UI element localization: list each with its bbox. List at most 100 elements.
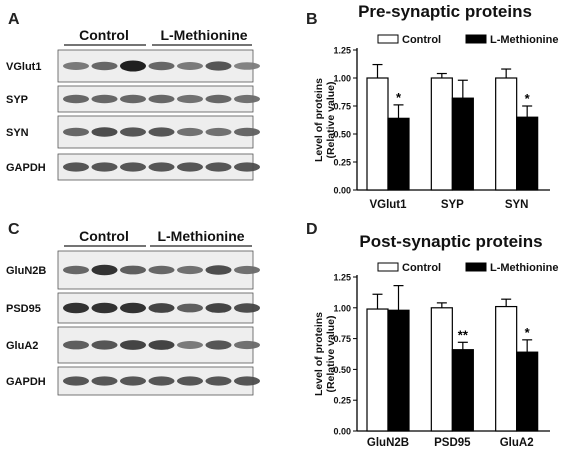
blot-band (205, 61, 232, 71)
group-label: Control (79, 27, 129, 43)
blot-band (91, 302, 118, 314)
blot-band (148, 94, 175, 104)
blot-band (63, 376, 89, 386)
significance-marker: * (525, 325, 531, 340)
blot-band (63, 94, 89, 104)
y-tick-label: 1.25 (333, 46, 351, 56)
legend-label: L-Methionine (490, 34, 558, 46)
blot-band (91, 61, 118, 71)
blot-band (91, 127, 118, 137)
blot-band (148, 376, 175, 386)
blot-band (234, 265, 260, 275)
y-tick-label: 0.75 (333, 334, 351, 344)
blot-band (177, 303, 203, 313)
significance-marker: ** (458, 327, 469, 342)
blot-panel-a: A Control L-Methionine VGlut1 SYP SYN GAPDH (6, 11, 260, 181)
y-tick-label: 1.00 (333, 74, 351, 84)
significance-marker: * (525, 91, 531, 106)
bar (387, 309, 410, 432)
blot-band (63, 302, 89, 314)
blot-band (120, 60, 146, 72)
blot-band (120, 265, 146, 275)
blot-band (120, 162, 146, 172)
y-tick-label: 0.75 (333, 102, 351, 112)
bar-chart-b: B Pre-synaptic proteins Level of proteins(… (306, 2, 558, 211)
blot-band (148, 265, 175, 275)
y-tick-label: 0.50 (333, 130, 351, 140)
protein-label: PSD95 (6, 303, 41, 315)
blot-band (91, 340, 118, 350)
legend-swatch (377, 262, 399, 272)
y-tick-label: 0.00 (333, 186, 351, 196)
blot-band (205, 127, 232, 137)
blot-band (234, 303, 260, 313)
y-tick-label: 0.50 (333, 365, 351, 375)
protein-label: GAPDH (6, 162, 46, 174)
bar (516, 116, 539, 191)
blot-band (63, 62, 89, 70)
bar (516, 351, 539, 432)
y-tick-label: 0.25 (333, 158, 351, 168)
blot-band (234, 376, 260, 386)
bar (495, 305, 518, 432)
protein-label: SYN (6, 127, 29, 139)
blot-band (148, 303, 175, 313)
x-tick-label: VGlut1 (369, 199, 407, 211)
bar (430, 307, 453, 432)
y-axis-label: (Relative value) (325, 315, 337, 392)
blot-band (148, 61, 175, 71)
blot-band (148, 127, 175, 137)
blot-band (205, 94, 232, 104)
blot-panel-c: C Control L-Methionine GluN2B PSD95 GluA2 GAPD… (6, 221, 260, 396)
x-tick-label: GluN2B (367, 437, 409, 449)
chart-title: Pre-synaptic proteins (358, 2, 532, 21)
blot-band (63, 162, 89, 172)
y-axis-label: Level of proteins (313, 312, 325, 396)
blot-band (234, 94, 260, 104)
blot-band (177, 341, 203, 349)
blot-band (177, 62, 203, 70)
blot-band (63, 127, 89, 137)
blot-band (120, 127, 146, 137)
legend-label: Control (402, 262, 441, 274)
bar-chart-d: D Post-synaptic proteins Level of proteins… (306, 221, 558, 449)
y-tick-label: 0.00 (333, 427, 351, 437)
blot-band (91, 162, 118, 172)
blot-band (63, 340, 89, 350)
chart-title: Post-synaptic proteins (359, 232, 542, 251)
bar (451, 349, 474, 432)
group-label: L-Methionine (160, 27, 247, 43)
blot-band (120, 302, 146, 314)
group-label: L-Methionine (157, 228, 244, 244)
legend-swatch (377, 34, 399, 44)
group-label: Control (79, 228, 129, 244)
blot-band (205, 265, 232, 275)
blot-band (177, 94, 203, 104)
y-axis-label: (Relative value) (325, 81, 337, 158)
protein-label: VGlut1 (6, 61, 41, 73)
legend-swatch (465, 34, 487, 44)
blot-band (177, 376, 203, 386)
legend-label: L-Methionine (490, 262, 558, 274)
protein-label: SYP (6, 94, 28, 106)
panel-letter: D (306, 221, 318, 238)
y-axis-label: Level of proteins (313, 78, 325, 162)
blot-band (234, 127, 260, 137)
y-tick-label: 1.25 (333, 273, 351, 283)
panel-letter: A (8, 11, 20, 28)
bar (366, 308, 389, 432)
bar (366, 77, 389, 191)
blot-band (148, 340, 175, 350)
bar (451, 97, 474, 191)
blot-band (205, 376, 232, 386)
blot-band (120, 376, 146, 386)
bar (495, 77, 518, 191)
x-tick-label: GluA2 (500, 437, 534, 449)
blot-band (91, 376, 118, 386)
panel-letter: C (8, 221, 20, 238)
x-tick-label: SYP (441, 199, 464, 211)
significance-marker: * (396, 90, 402, 105)
blot-band (177, 265, 203, 275)
protein-label: GluN2B (6, 265, 46, 277)
